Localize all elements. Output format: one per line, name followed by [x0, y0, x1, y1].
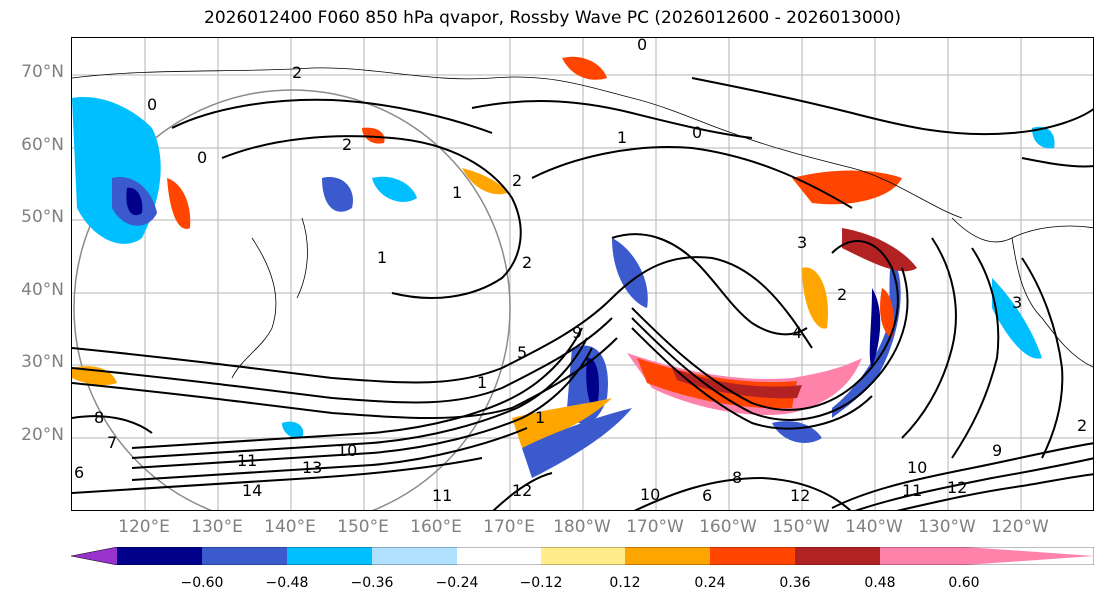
contour-lines — [72, 77, 1093, 510]
contour-label: 2 — [837, 285, 847, 304]
lat-label: 40°N — [21, 280, 64, 300]
contour-label: 0 — [692, 123, 702, 142]
colorbar-outline — [71, 547, 1094, 565]
contour-label: 12 — [790, 486, 810, 505]
colorbar-tick: −0.48 — [265, 575, 309, 591]
colorbar-tick: 0.36 — [779, 575, 811, 591]
contour-label: 4 — [792, 323, 802, 342]
lon-label: 130°E — [191, 517, 243, 537]
contour-label: 0 — [197, 148, 207, 167]
contour-labels: 0 2 0 0 1 0 2 1 2 1 2 3 2 3 4 9 1 1 13 1… — [74, 38, 1087, 505]
contour-label: 11 — [902, 481, 922, 500]
lon-label: 120°E — [118, 517, 170, 537]
colorbar-segment — [795, 547, 880, 565]
lon-label: 120°W — [991, 517, 1049, 537]
colorbar-tick: −0.36 — [350, 575, 394, 591]
contour-label: 2 — [292, 63, 302, 82]
shading-patches — [72, 56, 1055, 478]
contour-label: 1 — [452, 183, 462, 202]
colorbar-segment — [457, 547, 541, 565]
lat-label: 50°N — [21, 207, 64, 227]
contour-label: 10 — [337, 441, 357, 460]
contour-label: 9 — [992, 441, 1002, 460]
colorbar-segment — [372, 547, 457, 565]
colorbar-segment — [880, 547, 965, 565]
contour-label: 0 — [637, 38, 647, 54]
colorbar-segment — [202, 547, 287, 565]
contour-label: 6 — [702, 486, 712, 505]
lon-label: 160°E — [410, 517, 462, 537]
contour-label: 11 — [237, 451, 257, 470]
colorbar-tick: −0.24 — [435, 575, 479, 591]
contour-label: 1 — [617, 128, 627, 147]
colorbar-tick: 0.12 — [609, 575, 641, 591]
contour-label: 1 — [377, 248, 387, 267]
contour-label: 0 — [147, 95, 157, 114]
lat-label: 70°N — [21, 62, 64, 82]
lon-label: 150°W — [772, 517, 830, 537]
lon-label: 130°W — [918, 517, 976, 537]
colorbar-segment — [287, 547, 372, 565]
map-panel: 0 2 0 0 1 0 2 1 2 1 2 3 2 3 4 9 1 1 13 1… — [71, 37, 1094, 511]
lon-label: 140°E — [264, 517, 316, 537]
contour-label: 1 — [535, 408, 545, 427]
contour-label: 2 — [1077, 416, 1087, 435]
colorbar-segment — [625, 547, 710, 565]
contour-label: 2 — [522, 253, 532, 272]
contour-label: 1 — [477, 373, 487, 392]
colorbar-tick: 0.60 — [948, 575, 980, 591]
lon-label: 180°W — [553, 517, 611, 537]
colorbar — [71, 547, 1094, 565]
colorbar-tick: 0.48 — [864, 575, 896, 591]
contour-label: 8 — [732, 468, 742, 487]
contour-label: 5 — [517, 343, 527, 362]
lon-label: 150°E — [337, 517, 389, 537]
colorbar-segment — [117, 547, 202, 565]
contour-label: 10 — [640, 485, 660, 504]
lon-label: 160°W — [699, 517, 757, 537]
contour-label: 2 — [512, 171, 522, 190]
contour-label: 14 — [242, 481, 262, 500]
coastlines — [72, 67, 1093, 379]
lon-label: 140°W — [845, 517, 903, 537]
contour-label: 7 — [107, 433, 117, 452]
lat-label: 20°N — [21, 425, 64, 445]
map-title: 2026012400 F060 850 hPa qvapor, Rossby W… — [204, 8, 901, 28]
contour-label: 13 — [302, 458, 322, 477]
colorbar-segment — [541, 547, 625, 565]
colorbar-segment — [710, 547, 795, 565]
contour-label: 12 — [947, 478, 967, 497]
reference-circle — [73, 89, 511, 510]
colorbar-tick: 0.24 — [694, 575, 726, 591]
contour-label: 3 — [1012, 293, 1022, 312]
colorbar-tick: −0.12 — [519, 575, 563, 591]
colorbar-segment — [71, 547, 117, 565]
map-canvas: 0 2 0 0 1 0 2 1 2 1 2 3 2 3 4 9 1 1 13 1… — [72, 38, 1093, 510]
lon-label: 170°E — [483, 517, 535, 537]
contour-label: 2 — [342, 135, 352, 154]
lat-label: 60°N — [21, 135, 64, 155]
lat-label: 30°N — [21, 352, 64, 372]
contour-label: 10 — [907, 458, 927, 477]
contour-label: 11 — [432, 486, 452, 505]
contour-label: 8 — [94, 408, 104, 427]
contour-label: 9 — [572, 323, 582, 342]
lon-label: 170°W — [626, 517, 684, 537]
colorbar-segment — [965, 547, 1094, 565]
contour-label: 3 — [797, 233, 807, 252]
colorbar-tick: −0.60 — [180, 575, 224, 591]
contour-label: 6 — [74, 463, 84, 482]
contour-label: 12 — [512, 481, 532, 500]
